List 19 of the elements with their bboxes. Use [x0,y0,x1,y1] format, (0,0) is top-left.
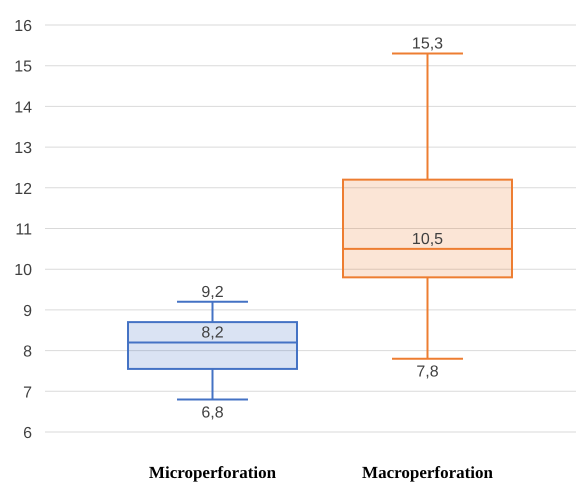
annotation: 9,2 [201,284,224,301]
annotation: 6,8 [201,404,224,422]
annotation: 7,8 [416,364,439,381]
y-tick-label: 7 [23,384,32,402]
y-tick-label: 12 [14,180,32,198]
y-tick-label: 13 [14,140,32,158]
annotation: 10,5 [412,230,444,248]
y-tick-label: 11 [15,222,32,238]
y-tick-label: 16 [14,18,32,35]
y-tick-label: 9 [23,302,32,320]
annotation: 15,3 [412,35,444,52]
y-tick-label: 10 [14,262,32,280]
annotation: 8,2 [201,324,224,342]
x-tick-label: Macroperforation [362,463,494,482]
x-tick-label: Microperforation [148,463,277,482]
y-tick-label: 8 [23,344,32,361]
y-tick-label: 15 [14,58,32,76]
y-tick-label: 6 [23,425,32,442]
y-tick-label: 14 [14,99,32,116]
